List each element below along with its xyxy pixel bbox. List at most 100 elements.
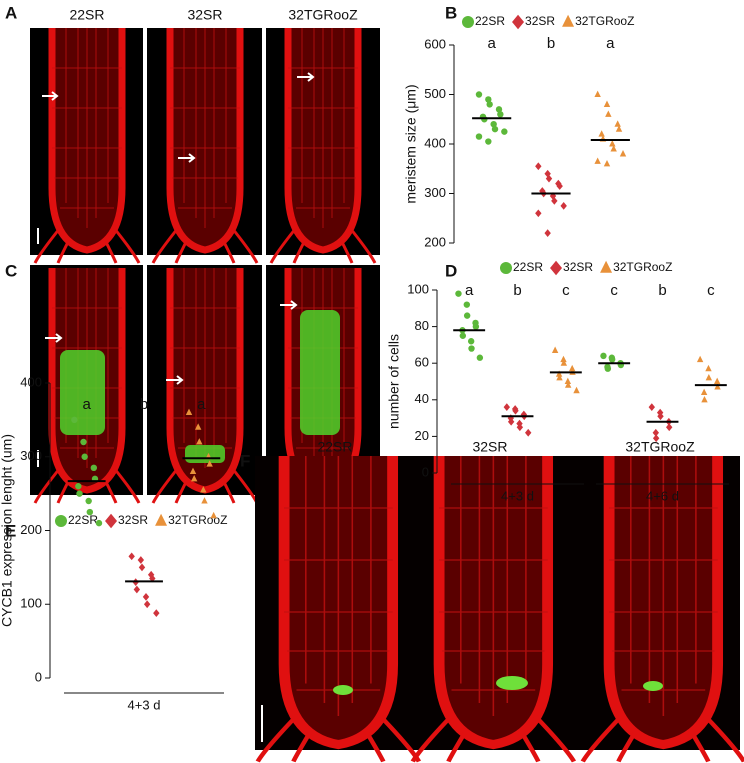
data-point: [556, 182, 563, 190]
legend-label: 32SR: [525, 14, 555, 28]
y-tick-label: 20: [415, 428, 429, 443]
data-point: [137, 556, 145, 564]
panel-letter: C: [5, 261, 17, 280]
data-point: [605, 110, 612, 117]
data-point: [76, 490, 83, 497]
data-point: [210, 511, 217, 519]
image-label: 32SR: [472, 439, 507, 455]
data-point: [147, 570, 155, 579]
y-tick-label: 400: [20, 374, 42, 389]
data-point: [194, 423, 202, 430]
data-point: [507, 417, 515, 426]
data-point: [476, 354, 484, 361]
data-point: [535, 209, 542, 218]
significance-letter: a: [465, 282, 474, 299]
data-point: [472, 323, 480, 330]
data-point: [603, 100, 611, 107]
micrograph: [30, 265, 380, 503]
y-tick-label: 400: [424, 135, 446, 150]
micrograph: [30, 28, 380, 263]
data-point: [544, 169, 551, 178]
data-point: [196, 438, 203, 445]
panel-letter: E: [5, 521, 16, 540]
data-point: [598, 130, 605, 137]
y-tick-label: 200: [20, 522, 42, 537]
data-point: [75, 483, 82, 490]
data-point: [594, 90, 601, 98]
significance-letter: a: [82, 396, 91, 413]
significance-letter: c: [610, 282, 618, 299]
data-point: [486, 101, 493, 108]
data-point: [490, 121, 497, 128]
group-label: 4+6 d: [646, 488, 679, 503]
data-point: [459, 332, 467, 339]
data-point: [71, 416, 78, 424]
significance-letter: a: [606, 35, 615, 52]
data-point: [657, 412, 664, 421]
data-point: [185, 408, 193, 416]
legend-label: 32SR: [118, 513, 148, 527]
data-point: [128, 552, 135, 561]
data-point: [604, 365, 612, 372]
legend-marker: [512, 14, 525, 30]
data-point: [652, 428, 659, 437]
legend-marker: [562, 14, 575, 27]
data-point: [544, 229, 551, 237]
group-label: 4+3 d: [128, 697, 161, 712]
data-point: [545, 174, 553, 183]
data-point: [133, 585, 141, 594]
data-point: [153, 609, 160, 617]
data-point: [463, 312, 471, 319]
data-point: [512, 406, 519, 415]
legend-label: 22SR: [475, 14, 505, 28]
significance-letter: b: [547, 35, 555, 52]
data-point: [608, 356, 616, 363]
data-point: [713, 377, 721, 385]
y-tick-label: 300: [20, 448, 42, 463]
data-point: [143, 600, 151, 609]
y-axis-label: number of cells: [386, 334, 402, 429]
data-point: [455, 290, 462, 297]
data-point: [190, 475, 198, 482]
y-tick-label: 0: [35, 669, 42, 684]
data-point: [568, 364, 576, 372]
data-point: [495, 106, 503, 113]
panel-letter: F: [240, 451, 250, 470]
legend-marker: [550, 260, 563, 276]
significance-letter: b: [658, 282, 666, 299]
legend-label: 32SR: [563, 260, 593, 274]
data-point: [525, 428, 532, 437]
data-point: [516, 423, 524, 432]
legend-label: 32TGRooZ: [168, 513, 227, 527]
y-tick-label: 60: [415, 355, 429, 370]
y-tick-label: 0: [422, 464, 429, 479]
data-point: [503, 403, 510, 411]
image-label: 22SR: [317, 439, 352, 455]
image-label: 32TGRooZ: [625, 439, 695, 455]
image-label: 22SR: [69, 7, 104, 23]
micrograph: [255, 456, 744, 762]
significance-letter: a: [197, 396, 206, 413]
data-point: [573, 386, 580, 394]
data-point: [206, 460, 213, 467]
data-point: [551, 346, 559, 353]
data-point: [619, 150, 627, 157]
data-point: [700, 388, 708, 396]
data-point: [560, 202, 567, 210]
legend-label: 32TGRooZ: [575, 14, 634, 28]
data-point: [551, 197, 558, 205]
data-point: [539, 187, 546, 195]
data-point: [475, 133, 483, 140]
significance-letter: b: [140, 396, 148, 413]
data-point: [652, 434, 660, 443]
y-tick-label: 100: [407, 281, 429, 296]
data-point: [201, 497, 208, 504]
data-point: [200, 486, 207, 493]
data-point: [705, 374, 713, 381]
y-tick-label: 500: [424, 86, 446, 101]
data-point: [95, 519, 103, 527]
legend-marker: [155, 513, 168, 526]
panel-letter: A: [5, 3, 17, 22]
data-point: [535, 162, 542, 171]
data-point: [86, 508, 94, 516]
